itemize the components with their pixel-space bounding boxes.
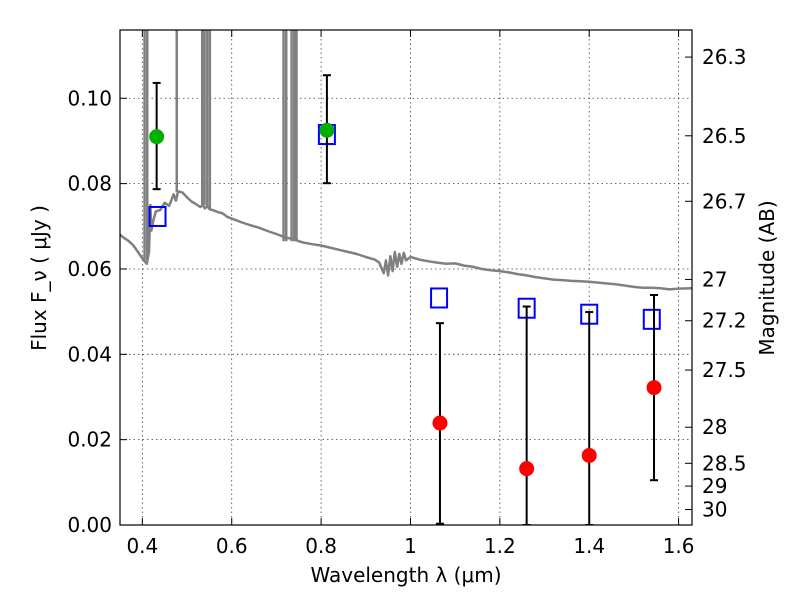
right-tick-label: 29: [702, 474, 727, 498]
right-tick-label: 27.2: [702, 309, 747, 333]
axis-ticks: 0.4 0.6 0.8 1 1.2 1.4 1.6 0.00 0.02 0.04 0.06 0.08 0…: [67, 30, 747, 558]
right-axis-label: Magnitude (AB): [755, 200, 779, 355]
right-tick-label: 27: [702, 267, 727, 291]
x-tick-label: 1.2: [484, 534, 516, 558]
y-tick-label: 0.00: [67, 513, 112, 537]
x-tick-label: 1.4: [573, 534, 605, 558]
x-tick-label: 1: [404, 534, 417, 558]
y-tick-label: 0.10: [67, 86, 112, 110]
x-tick-label: 1.6: [663, 534, 695, 558]
non-detection-point: [432, 415, 448, 431]
model-photometry-square: [642, 308, 661, 330]
right-tick-label: 27.5: [702, 358, 747, 382]
y-tick-label: 0.06: [67, 257, 112, 281]
detection-point: [149, 129, 165, 145]
right-tick-label: 26.7: [702, 189, 747, 213]
plot-data: [120, 30, 692, 525]
model-photometry-square: [148, 205, 167, 227]
non-detection-point: [646, 380, 662, 396]
y-tick-label: 0.04: [67, 342, 112, 366]
right-tick-label: 26.5: [702, 124, 747, 148]
y-tick-label: 0.08: [67, 172, 112, 196]
right-tick-label: 28: [702, 415, 727, 439]
x-tick-label: 0.8: [305, 534, 337, 558]
x-axis-label: Wavelength λ (μm): [310, 563, 501, 587]
right-tick-label: 28.5: [702, 451, 747, 475]
model-photometry-square: [430, 287, 449, 309]
non-detection-point: [581, 447, 597, 463]
plot-frame: [119, 29, 693, 526]
y-tick-label: 0.02: [67, 428, 112, 452]
model-spectrum-line: [120, 190, 692, 291]
detection-point: [319, 122, 335, 138]
right-tick-label: 26.3: [702, 45, 747, 69]
x-tick-label: 0.4: [126, 534, 158, 558]
right-tick-label: 30: [702, 498, 727, 522]
x-tick-label: 0.6: [216, 534, 248, 558]
non-detection-point: [519, 461, 535, 477]
y-axis-label: Flux F_ν ( μJy ): [27, 205, 51, 351]
